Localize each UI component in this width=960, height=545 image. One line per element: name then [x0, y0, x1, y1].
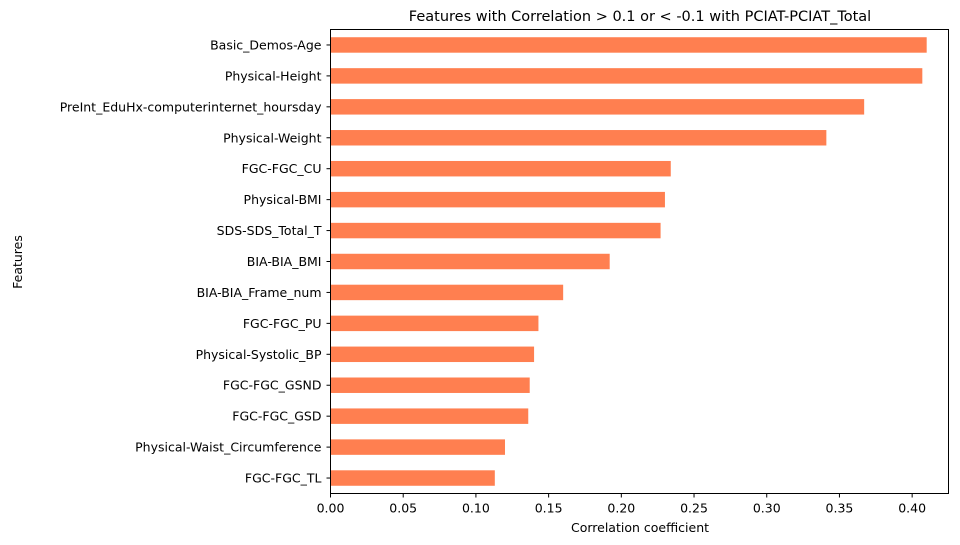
- bar: [330, 315, 539, 332]
- y-tick-label: Physical-Weight: [223, 130, 321, 145]
- y-tick-label: Physical-Height: [225, 68, 322, 83]
- bar: [330, 253, 610, 270]
- bar: [330, 408, 529, 424]
- bar: [330, 346, 535, 363]
- chart-title: Features with Correlation > 0.1 or < -0.…: [409, 9, 871, 25]
- y-tick-label: FGC-FGC_GSD: [232, 409, 321, 424]
- y-tick-label: Physical-Waist_Circumference: [135, 440, 322, 455]
- bar: [330, 99, 865, 115]
- x-tick-label: 0.20: [607, 501, 635, 516]
- bar: [330, 284, 564, 301]
- bar: [330, 68, 923, 84]
- x-tick-label: 0.40: [898, 501, 926, 516]
- x-tick-label: 0.05: [389, 501, 417, 516]
- x-tick-label: 0.15: [535, 501, 563, 516]
- x-tick-label: 0.10: [462, 501, 490, 516]
- x-axis: 0.00 0.05 0.10 0.15 0.20 0.25 0.30 0.35 0.40: [317, 493, 926, 516]
- x-tick-label: 0.25: [680, 501, 708, 516]
- bar: [330, 37, 927, 53]
- y-tick-label: PreInt_EduHx-computerinternet_hoursday: [60, 99, 322, 114]
- bar: [330, 470, 495, 486]
- y-tick-label: Physical-Systolic_BP: [196, 347, 322, 362]
- y-tick-label: FGC-FGC_PU: [243, 316, 322, 331]
- y-tick-label: SDS-SDS_Total_T: [217, 223, 322, 238]
- y-tick-label: BIA-BIA_Frame_num: [197, 285, 322, 300]
- y-tick-label: BIA-BIA_BMI: [247, 254, 322, 269]
- x-tick-label: 0.30: [753, 501, 781, 516]
- y-axis-title: Features: [10, 235, 25, 289]
- bar: [330, 191, 665, 208]
- y-tick-label: FGC-FGC_CU: [242, 161, 322, 176]
- y-tick-label: Physical-BMI: [244, 192, 322, 207]
- bar: [330, 377, 530, 393]
- bar: [330, 160, 671, 177]
- x-axis-title: Correlation coefficient: [571, 520, 709, 535]
- y-axis: Basic_Demos-Age Physical-Height PreInt_Edu…: [60, 37, 331, 486]
- bar: [330, 439, 505, 455]
- x-tick-label: 0.35: [826, 501, 854, 516]
- y-tick-label: Basic_Demos-Age: [210, 37, 322, 52]
- bars-layer: [330, 37, 927, 486]
- bar: [330, 130, 827, 146]
- y-tick-label: FGC-FGC_TL: [245, 471, 322, 486]
- y-tick-label: FGC-FGC_GSND: [223, 378, 322, 393]
- x-tick-label: 0.00: [317, 501, 345, 516]
- bar: [330, 222, 661, 239]
